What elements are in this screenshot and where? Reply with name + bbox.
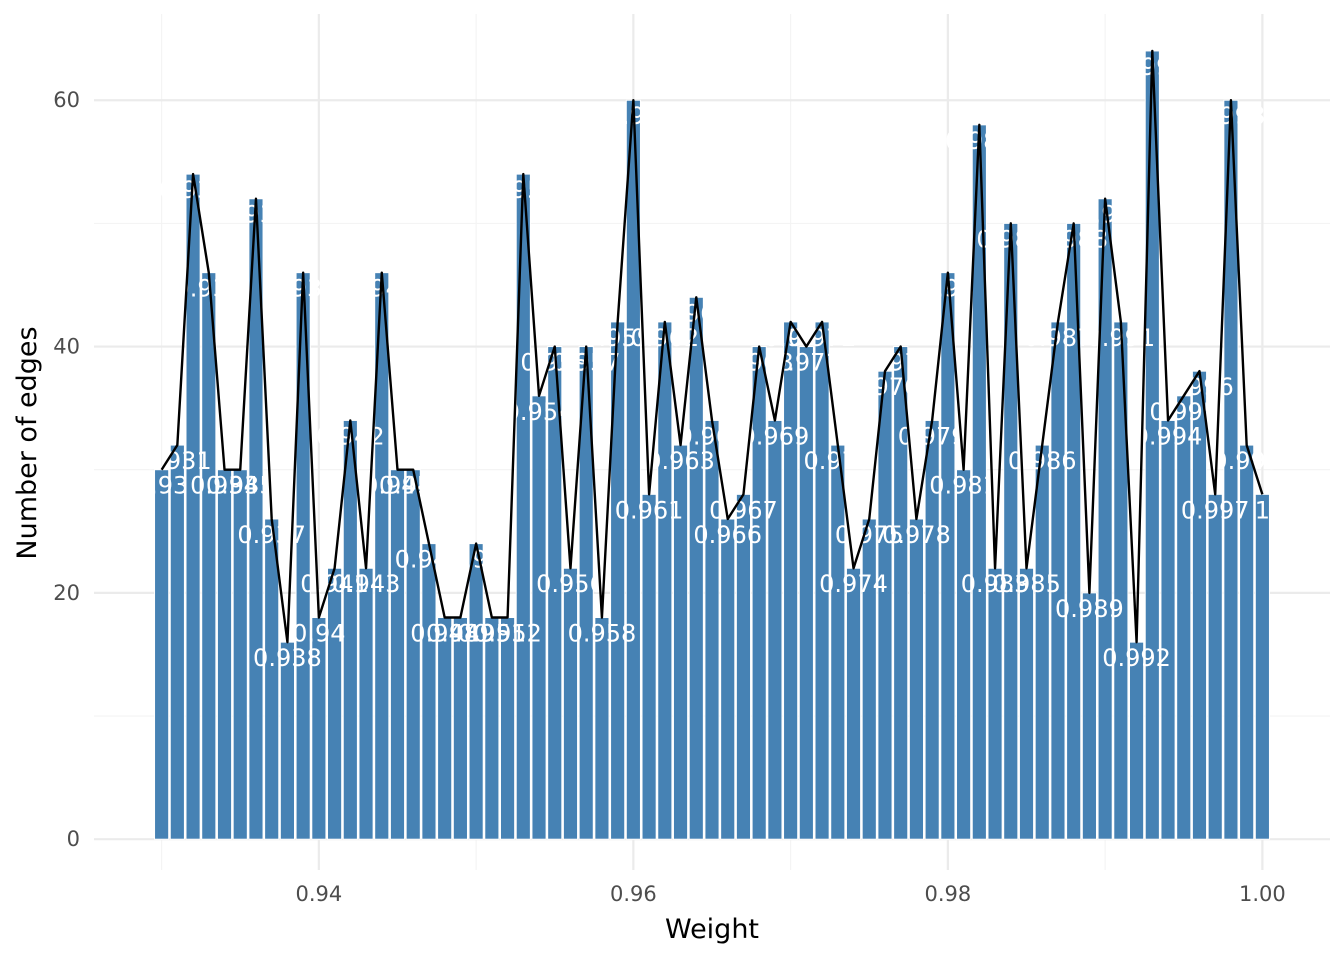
bar <box>216 469 233 840</box>
y-tick-label: 40 <box>53 335 80 359</box>
bar-label: 0.989 <box>1055 595 1124 623</box>
y-axis-title: Number of edges <box>12 326 43 559</box>
bar-label: 0.93 <box>135 472 188 500</box>
bar <box>908 518 925 840</box>
bar-label: 0.945 <box>363 472 432 500</box>
bar <box>956 469 972 840</box>
bar-label: 0.952 <box>473 620 542 648</box>
bar <box>767 419 783 840</box>
bar <box>421 543 437 840</box>
bar-label: 0.966 <box>693 521 762 549</box>
bar <box>798 346 814 840</box>
x-tick-label: 0.98 <box>924 882 971 906</box>
bar-label: 0.983 <box>961 570 1030 598</box>
y-axis-tick-labels: 0 20 40 60 <box>53 88 80 851</box>
bar <box>389 469 406 840</box>
bar-label: 0.958 <box>568 620 637 648</box>
bar-label: 1 <box>1255 496 1270 524</box>
bar <box>515 173 531 840</box>
bar <box>751 346 767 840</box>
bar-label: 0.969 <box>741 422 810 450</box>
y-tick-label: 20 <box>53 581 80 605</box>
bar <box>468 543 484 840</box>
bar <box>845 567 862 840</box>
bar <box>484 617 500 840</box>
bar <box>594 617 610 840</box>
bar <box>452 617 468 840</box>
bar <box>987 567 1003 840</box>
bar <box>1207 493 1223 840</box>
bar-label: 0.941 <box>300 570 369 598</box>
bar-label: 0.963 <box>646 447 715 475</box>
bar-label: 0.949 <box>426 620 495 648</box>
bar-label: 0.978 <box>882 521 951 549</box>
bar-label: 0.935 <box>206 472 275 500</box>
bar <box>154 469 170 840</box>
bar <box>893 346 909 840</box>
bar <box>358 567 374 840</box>
bar-label: 0.994 <box>1134 422 1203 450</box>
bar-label: 0.951 <box>457 620 526 648</box>
bar <box>1176 395 1192 840</box>
bar <box>861 518 877 840</box>
x-axis-title: Weight <box>665 914 759 945</box>
bar-label: 0.938 <box>253 644 322 672</box>
bar-label: 0.95 <box>449 546 502 574</box>
x-axis-tick-labels: 0.94 0.96 0.98 1.00 <box>295 882 1285 906</box>
bar <box>720 518 736 840</box>
bar <box>499 617 516 840</box>
bar-label: 0.961 <box>615 496 684 524</box>
bar-label: 0.946 <box>379 472 448 500</box>
bar <box>1254 493 1270 840</box>
bar <box>688 296 704 840</box>
bar-label: 0.974 <box>819 570 888 598</box>
bar-label: 0.943 <box>332 570 401 598</box>
bar <box>437 617 453 840</box>
bars <box>154 50 1270 840</box>
bar <box>201 272 217 840</box>
bar <box>657 321 673 840</box>
bar-label: 0.985 <box>992 570 1061 598</box>
bar <box>877 370 893 840</box>
bar-label: 0.999 <box>1212 447 1281 475</box>
bar-label: 0.94 <box>292 620 345 648</box>
bar <box>169 444 185 840</box>
bar-label: 0.947 <box>395 546 464 574</box>
x-tick-label: 0.94 <box>295 882 342 906</box>
bar <box>704 419 720 840</box>
bar-label: 0.997 <box>1181 496 1250 524</box>
bar <box>940 272 956 840</box>
bar <box>1160 419 1176 840</box>
y-tick-label: 0 <box>67 827 80 851</box>
bar-label: 0.975 <box>835 521 904 549</box>
bar-label: 0.981 <box>929 472 998 500</box>
bar-label: 0.934 <box>190 472 259 500</box>
bar-label: 0.967 <box>709 496 778 524</box>
bar-label: 0.995 <box>1149 398 1218 426</box>
bar <box>1034 444 1050 840</box>
x-tick-label: 1.00 <box>1239 882 1286 906</box>
bar <box>405 469 421 840</box>
bar-label: 0.931 <box>143 447 212 475</box>
bar <box>327 567 343 840</box>
bar <box>1018 567 1035 840</box>
y-tick-label: 60 <box>53 88 80 112</box>
bar <box>641 493 657 840</box>
bar <box>562 567 579 840</box>
bar-label: 0.948 <box>410 620 479 648</box>
bar-label: 0.992 <box>1102 644 1171 672</box>
x-tick-label: 0.96 <box>610 882 657 906</box>
bar <box>830 444 846 840</box>
count-line <box>160 49 1264 644</box>
bar <box>783 321 799 840</box>
bar-label: 0.956 <box>536 570 605 598</box>
bar <box>531 395 547 840</box>
bar <box>1081 592 1097 840</box>
